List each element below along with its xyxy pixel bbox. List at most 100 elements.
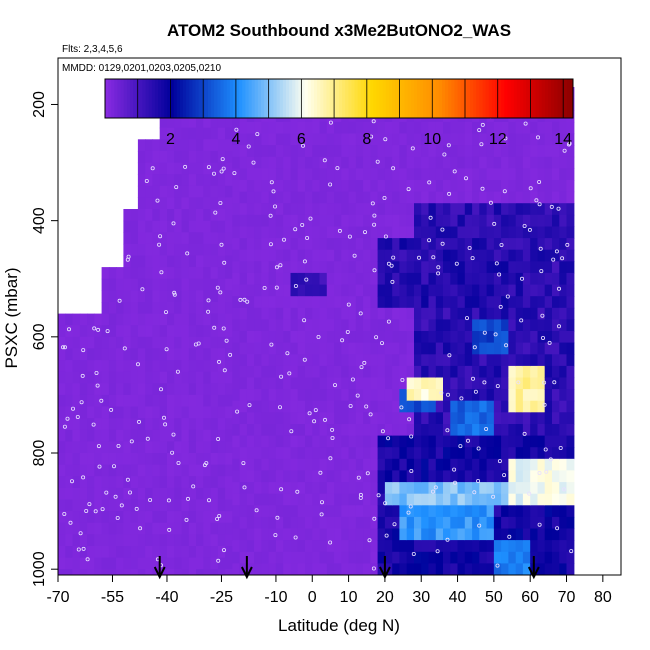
sample-point: [235, 409, 240, 414]
heat-cell: [544, 505, 553, 518]
heat-cell: [334, 424, 342, 437]
heat-cell: [515, 238, 524, 251]
heat-cell: [493, 505, 502, 518]
heat-cell: [137, 313, 146, 326]
heat-cell: [450, 121, 459, 135]
heat-cell: [486, 365, 495, 379]
heat-cell: [392, 145, 401, 158]
heat-cell: [566, 447, 575, 460]
heat-cell: [515, 458, 524, 471]
heat-cell: [399, 435, 408, 448]
sample-point: [219, 242, 224, 247]
heat-cell: [544, 540, 553, 553]
heat-cell: [145, 243, 154, 257]
heat-cell: [450, 400, 459, 413]
heat-cell: [348, 203, 357, 216]
heat-cell: [515, 226, 524, 239]
heat-cell: [225, 290, 233, 303]
colorbar-swatch: [264, 79, 268, 118]
heat-cell: [508, 540, 517, 553]
heat-cell: [544, 180, 553, 193]
colorbar-tick-label: 4: [231, 131, 240, 148]
heat-cell: [254, 180, 262, 193]
heat-cell: [472, 424, 480, 437]
heat-cell: [363, 214, 371, 227]
heat-cell: [493, 249, 502, 262]
heat-cell: [421, 133, 430, 146]
heat-cell: [530, 516, 539, 530]
heat-cell: [450, 331, 459, 344]
heat-cell: [493, 447, 502, 460]
heat-cell: [363, 389, 371, 402]
heat-cell: [79, 546, 88, 559]
heat-cell: [232, 365, 241, 379]
heat-cell: [305, 470, 313, 483]
heat-cell: [501, 458, 509, 471]
heat-cell: [116, 267, 124, 280]
heat-cell: [414, 563, 422, 575]
heat-cell: [319, 435, 328, 448]
heat-cell: [290, 156, 299, 169]
y-tick-label: 600: [31, 323, 48, 350]
heat-cell: [275, 307, 284, 320]
heat-cell: [377, 156, 386, 169]
heat-cell: [377, 447, 386, 460]
colorbar-swatch: [560, 79, 565, 118]
heat-cell: [261, 528, 270, 541]
heat-cell: [181, 476, 190, 489]
heat-cell: [457, 238, 466, 251]
heat-cell: [522, 540, 531, 553]
colorbar-swatch: [332, 79, 337, 118]
heat-cell: [341, 435, 350, 448]
colorbar-swatch: [342, 79, 346, 118]
heat-cell: [137, 162, 146, 175]
heat-cell: [130, 418, 139, 431]
heat-cell: [181, 534, 190, 547]
heat-cell: [159, 360, 168, 373]
heat-cell: [530, 168, 539, 181]
heat-cell: [239, 145, 248, 158]
heat-cell: [399, 516, 408, 530]
heat-cell: [355, 145, 364, 158]
heat-cell: [515, 272, 524, 286]
heat-cell: [239, 412, 248, 425]
heat-cell: [137, 139, 146, 152]
sample-point: [218, 200, 223, 205]
heat-cell: [239, 377, 248, 390]
heat-cell: [232, 412, 241, 425]
heat-cell: [225, 546, 233, 559]
heat-cell: [159, 487, 168, 501]
heat-cell: [137, 406, 146, 419]
heat-cell: [348, 482, 357, 495]
heat-cell: [428, 354, 437, 367]
heat-cell: [334, 400, 342, 413]
heat-cell: [130, 569, 139, 575]
sample-point: [348, 403, 353, 408]
heat-cell: [188, 394, 197, 408]
heat-cell: [312, 540, 321, 553]
heat-cell: [290, 342, 299, 355]
heat-cell: [472, 435, 480, 448]
heat-cell: [530, 342, 539, 355]
heat-cell: [181, 348, 190, 361]
heat-cell: [406, 389, 415, 402]
sample-point: [406, 510, 411, 515]
heat-cell: [312, 261, 321, 274]
heat-cell: [305, 482, 313, 495]
heat-cell: [181, 243, 190, 257]
heat-cell: [355, 389, 364, 402]
heat-cell: [225, 185, 233, 198]
heat-cell: [479, 238, 488, 251]
heat-cell: [312, 482, 321, 495]
heat-cell: [341, 424, 350, 437]
heat-cell: [268, 214, 277, 227]
colorbar-swatch: [385, 79, 390, 118]
heat-cell: [544, 214, 553, 227]
heat-cell: [508, 435, 517, 448]
heat-cell: [65, 406, 74, 419]
colorbar-swatch: [551, 79, 555, 118]
heat-cell: [334, 238, 342, 251]
heat-cell: [493, 342, 502, 355]
sample-point: [503, 136, 508, 141]
sample-point: [63, 345, 68, 350]
